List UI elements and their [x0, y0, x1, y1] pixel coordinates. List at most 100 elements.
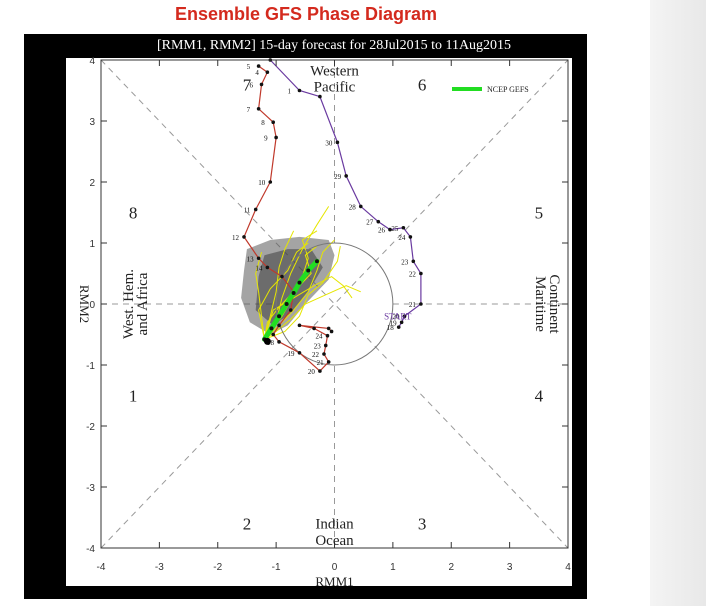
observed-track-a-point-13	[288, 308, 293, 312]
observed-track-b-point-15	[396, 325, 401, 329]
observed-track-b-point-8	[401, 225, 406, 230]
observed-track-a-point-16	[277, 340, 281, 344]
observed-track-a-point-18	[318, 369, 322, 373]
phase-number-1: 1	[129, 387, 138, 406]
phase-number-2: 2	[243, 515, 252, 534]
observed-track-b-point-1	[297, 88, 302, 93]
ensemble-member-8	[264, 285, 361, 340]
observed-track-a-point-20	[322, 352, 326, 356]
ensemble-member-9	[258, 242, 309, 340]
observed-track-a-day-label: 21	[317, 359, 325, 367]
x-tick-label: -1	[272, 562, 281, 573]
observed-track-a-day-label: 22	[312, 351, 320, 359]
x-tick-label: 3	[507, 562, 513, 573]
y-tick-label: -2	[86, 422, 95, 433]
observed-track-b-day-label: 24	[398, 234, 406, 242]
observed-track-b-day-label: 22	[409, 271, 417, 279]
side-panel	[650, 0, 706, 606]
divider-diagonal-2	[100, 59, 569, 549]
observed-track-a-day-label: 4	[255, 69, 259, 77]
phase-number-6: 6	[418, 75, 427, 94]
observed-track-a-point-25	[326, 326, 331, 331]
observed-track-a-point-2	[259, 82, 264, 87]
observed-track-a-point-14	[277, 323, 281, 328]
observed-track-a-point-0	[256, 64, 261, 68]
ensemble-mean-point-3	[284, 302, 289, 306]
observed-track-b-day-label: 30	[325, 139, 333, 147]
observed-track-a-day-label: 6	[250, 81, 254, 89]
observed-track-b-point-7	[388, 227, 392, 232]
observed-track-a-day-label: 14	[255, 264, 263, 272]
x-tick-label: 1	[390, 562, 396, 573]
observed-track-a-point-9	[256, 256, 261, 261]
observed-track-b-point-4	[344, 174, 348, 178]
observed-track-a-point-5	[274, 135, 278, 140]
observed-track-b-day-label: 25	[391, 225, 399, 233]
y-tick-label: -4	[86, 544, 95, 555]
ensemble-member-4	[255, 252, 265, 340]
y-tick-label: 2	[89, 178, 95, 189]
x-tick-label: 0	[332, 562, 338, 573]
start-point	[263, 337, 271, 345]
phase-number-5: 5	[535, 204, 544, 223]
x-tick-label: -2	[213, 562, 222, 573]
observed-track-b-point-6	[376, 219, 381, 224]
observed-track-b-day-label: 29	[334, 173, 342, 181]
observed-track-a-day-label: 19	[287, 350, 295, 358]
observed-track-a-point-7	[253, 207, 258, 212]
y-tick-label: 4	[89, 56, 95, 67]
observed-track-a-point-6	[268, 180, 273, 184]
ensemble-member-6	[263, 275, 353, 340]
ensemble-mean-point-6	[306, 268, 311, 273]
observed-track-a-day-label: 11	[244, 206, 251, 214]
observed-track-a-point-8	[242, 235, 246, 239]
observed-track-b-line	[269, 59, 422, 328]
observed-track-a-point-10	[265, 265, 270, 270]
y-tick-label: 1	[89, 239, 95, 250]
region-label-top-2: Pacific	[314, 80, 356, 96]
phase-number-8: 8	[129, 204, 138, 223]
observed-track-b-point-2	[318, 94, 322, 99]
observed-track-a-day-label: 10	[258, 179, 266, 187]
ensemble-mean-point-1	[269, 326, 274, 331]
observed-track-b-day-label: 20	[393, 313, 401, 321]
observed-track-a-day-label: 24	[315, 333, 323, 341]
observed-track-a-point-22	[325, 333, 330, 338]
x-tick-label: 2	[448, 562, 454, 573]
observed-track-a-day-label: 13	[247, 255, 255, 263]
region-label-bottom-1: Indian	[315, 516, 354, 532]
observed-track-a-day-label: 7	[247, 106, 251, 114]
region-label-bottom-2: Ocean	[315, 533, 354, 549]
y-tick-label: 0	[89, 300, 95, 311]
ensemble-mean-point-7	[314, 259, 319, 264]
ensemble-mean-track	[261, 258, 320, 345]
observed-track-b-day-label: 26	[378, 227, 386, 235]
ensemble-mean-point-2	[277, 314, 282, 319]
observed-track-a-point-24	[297, 323, 302, 328]
observed-track-b-point-13	[402, 314, 407, 319]
phase-number-4: 4	[535, 387, 544, 406]
observed-track-b-point-5	[358, 204, 363, 209]
observed-track-a-point-3	[256, 107, 261, 111]
observed-track-b-point-14	[399, 320, 404, 325]
y-tick-label: 3	[89, 117, 95, 128]
region-label-right-1: Maritime	[532, 276, 548, 332]
observed-track-a-day-label: 9	[264, 134, 268, 142]
observed-track-a-day-label: 20	[308, 368, 316, 376]
observed-track-a-point-19	[326, 360, 331, 364]
region-label-right-2: Continent	[546, 274, 562, 334]
ensemble-mean-point-4	[291, 291, 296, 296]
observed-track-b-point-9	[408, 235, 413, 239]
observed-track-b-point-12	[419, 302, 423, 306]
observed-track-a-point-17	[297, 351, 302, 355]
region-label-left-1: West. Hem.	[121, 269, 137, 339]
amplitude-circle	[275, 242, 394, 366]
y-tick-label: -3	[86, 483, 95, 494]
ensemble-mean-point-5	[297, 280, 302, 285]
observed-track-b-point-11	[419, 271, 423, 276]
observed-track-a-day-label: 8	[261, 119, 265, 127]
x-tick-label: -4	[97, 562, 106, 573]
y-axis-label: RMM2	[77, 285, 92, 323]
